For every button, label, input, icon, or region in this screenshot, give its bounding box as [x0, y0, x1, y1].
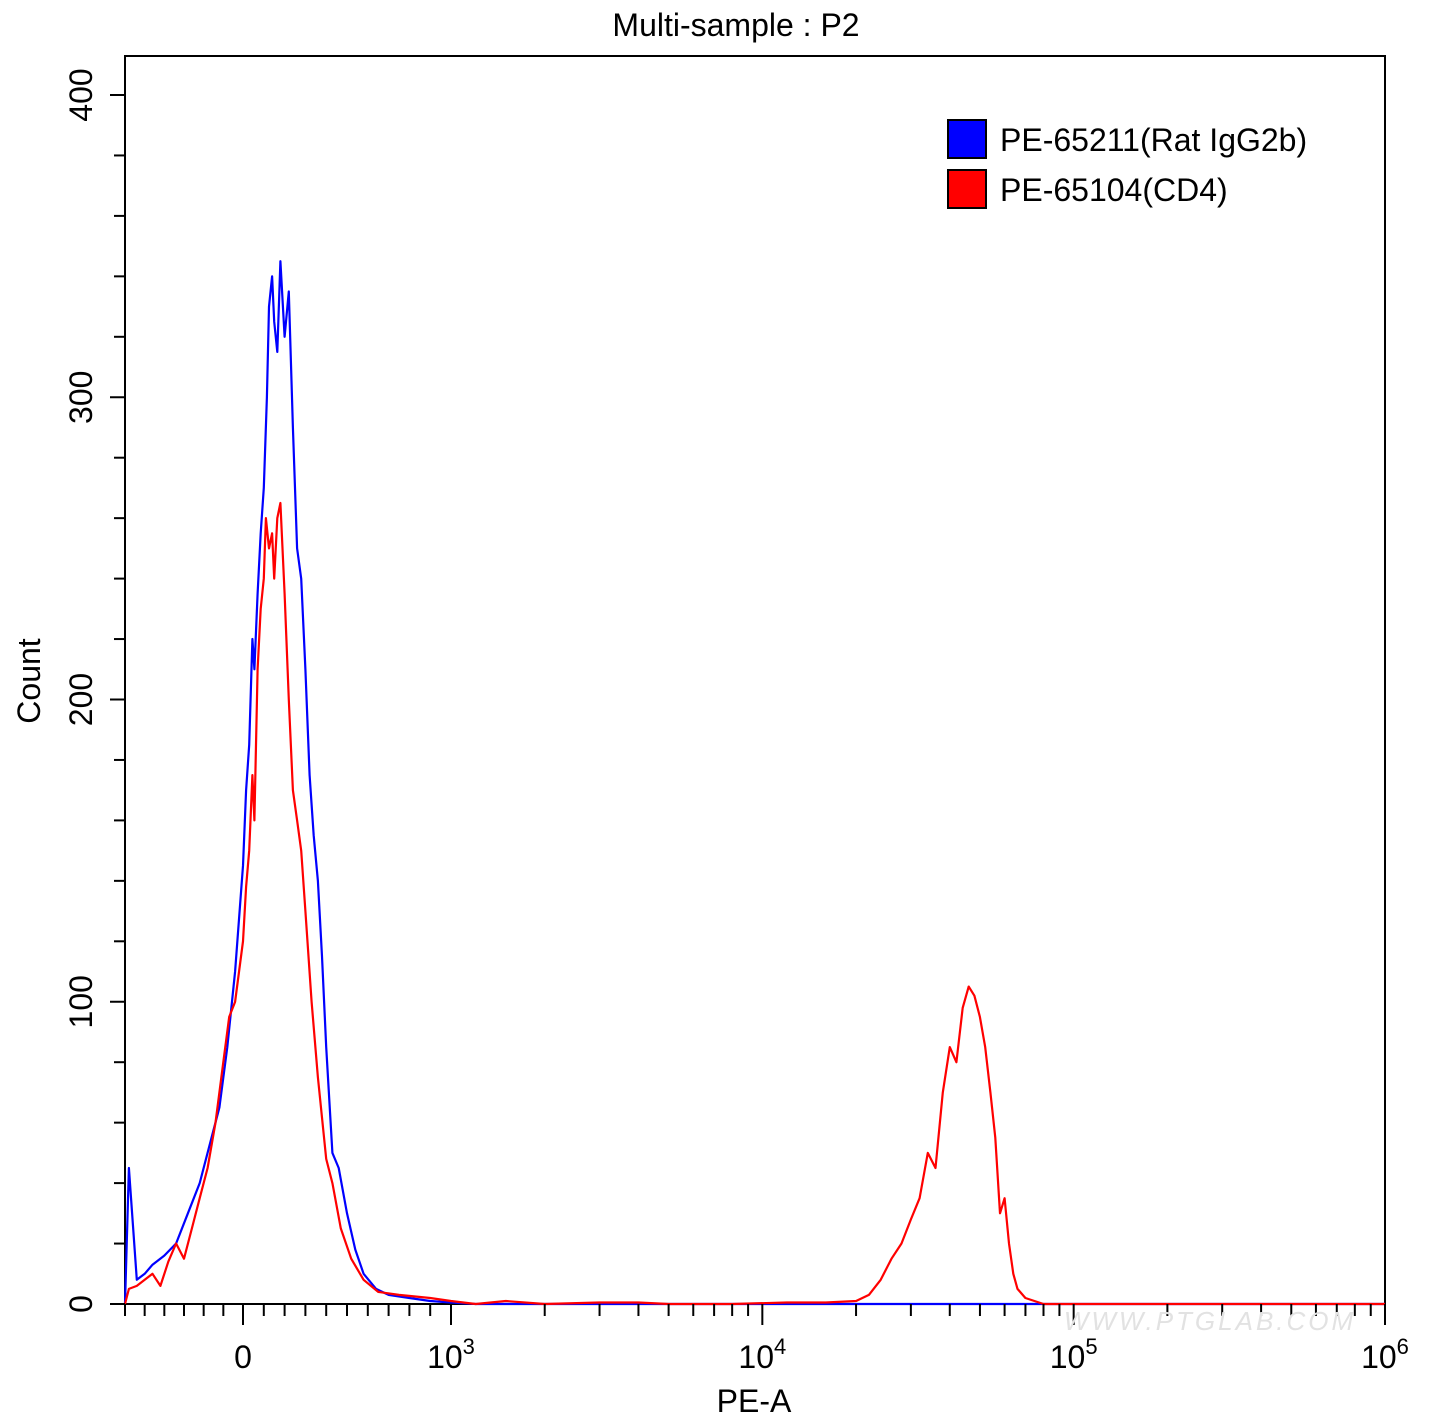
- legend-label: PE-65211(Rat IgG2b): [1000, 122, 1307, 158]
- x-tick-label: 104: [738, 1334, 786, 1375]
- y-tick-label: 300: [63, 371, 99, 424]
- legend-label: PE-65104(CD4): [1000, 172, 1228, 208]
- x-axis-label: PE-A: [717, 1383, 792, 1419]
- y-axis-ticks: 0 100 200 300 400: [63, 68, 125, 1313]
- y-tick-label: 100: [63, 975, 99, 1028]
- watermark: WWW.PTGLAB.COM: [1064, 1306, 1356, 1336]
- x-tick-label: 105: [1050, 1334, 1098, 1375]
- legend-swatch: [947, 119, 987, 159]
- x-axis-ticks: 0 103 104 105 106: [124, 1304, 1409, 1375]
- series-layer: [123, 260, 1385, 1306]
- series-line-0: [123, 260, 1385, 1306]
- chart-title: Multi-sample : P2: [612, 7, 859, 43]
- plot-frame: [124, 55, 1386, 1305]
- y-tick-label: 200: [63, 673, 99, 726]
- y-axis-label: Count: [11, 638, 47, 724]
- legend: PE-65211(Rat IgG2b) PE-65104(CD4): [947, 119, 1307, 209]
- series-line-1: [123, 501, 1385, 1306]
- y-tick-label: 0: [63, 1295, 99, 1313]
- legend-swatch: [947, 169, 987, 209]
- x-tick-label: 103: [427, 1334, 475, 1375]
- x-tick-label: 106: [1361, 1334, 1409, 1375]
- y-tick-label: 400: [63, 68, 99, 121]
- x-tick-label: 0: [234, 1339, 252, 1375]
